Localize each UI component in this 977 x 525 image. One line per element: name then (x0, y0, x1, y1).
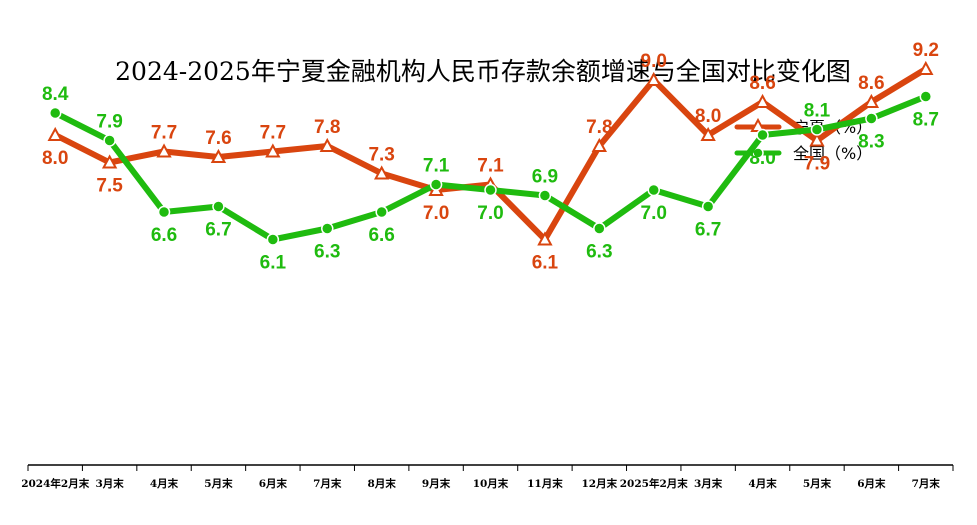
data-point (646, 71, 662, 86)
x-tick-label: 2025年2月末 (620, 477, 689, 490)
data-point (863, 93, 880, 108)
x-tick-label: 10月末 (473, 477, 509, 490)
x-tick-label: 7月末 (313, 477, 342, 490)
data-point (101, 154, 118, 169)
data-point (593, 222, 606, 235)
x-tick-label: 6月末 (259, 477, 288, 490)
data-point (375, 205, 388, 219)
data-label: 7.1 (423, 156, 450, 177)
data-point (48, 106, 62, 120)
data-label: 8.6 (858, 73, 884, 94)
x-axis: 2024年2月末 3月末 4月末 5月末 6月末 7月末 8月末 9月末 10月末 11月末 12月… (21, 464, 954, 490)
data-label: 8.4 (42, 84, 69, 105)
data-label: 8.0 (749, 148, 775, 169)
x-tick-label: 8月末 (368, 477, 397, 490)
data-point (537, 231, 553, 246)
data-point (647, 183, 660, 197)
data-label: 8.7 (913, 110, 939, 131)
data-point (865, 112, 878, 125)
data-label: 8.6 (749, 73, 775, 94)
data-point (210, 148, 227, 163)
legend-item-national: 全国（%） (734, 144, 872, 163)
data-label: 8.0 (42, 148, 68, 169)
data-label: 8.1 (804, 101, 831, 122)
data-label: 9.2 (913, 40, 939, 61)
data-point (47, 126, 63, 141)
legend-label-national: 全国（%） (793, 144, 872, 163)
x-tick-label: 11月末 (527, 477, 563, 490)
data-point (157, 205, 171, 219)
x-tick-label: 2024年2月末 (21, 477, 90, 490)
data-label: 6.7 (695, 220, 721, 241)
x-tick-label: 7月末 (912, 477, 941, 490)
data-label: 6.6 (151, 225, 177, 246)
data-point (538, 189, 552, 202)
data-point (212, 200, 225, 213)
data-label: 7.1 (477, 156, 504, 177)
chart-title: 2024-2025年宁夏金融机构人民币存款余额增速与全国对比变化图 (115, 57, 851, 86)
x-tick-label: 9月末 (422, 477, 451, 490)
data-point (700, 126, 716, 141)
data-label: 7.8 (314, 117, 340, 138)
data-point (103, 134, 116, 147)
x-tick-label: 6月末 (857, 477, 886, 490)
data-label: 7.7 (260, 123, 286, 144)
data-point (156, 143, 172, 158)
legend-marker-national (752, 147, 764, 159)
data-label: 6.3 (314, 242, 340, 263)
data-label: 7.6 (205, 128, 231, 149)
data-point (809, 132, 825, 147)
data-point (373, 165, 390, 180)
data-label: 6.9 (532, 167, 558, 188)
x-tick-label: 12月末 (582, 477, 618, 490)
data-label: 7.8 (586, 117, 612, 138)
data-point (484, 183, 497, 197)
x-tick-label: 5月末 (803, 477, 832, 490)
data-label: 7.0 (641, 203, 667, 224)
x-tick-label: 5月末 (204, 477, 233, 490)
data-label: 6.1 (260, 253, 287, 274)
data-label: 6.1 (532, 253, 559, 274)
data-point (810, 123, 824, 136)
data-label: 6.3 (586, 242, 612, 263)
x-tick-label: 3月末 (694, 477, 723, 490)
data-label: 7.9 (96, 112, 122, 133)
data-point (321, 222, 334, 235)
data-point (918, 60, 934, 75)
data-label: 7.7 (151, 123, 177, 144)
data-point (429, 178, 443, 191)
data-label: 8.0 (695, 106, 721, 127)
data-point (756, 128, 769, 142)
x-tick-label: 3月末 (95, 477, 124, 490)
data-point (319, 137, 335, 152)
data-label: 7.0 (477, 203, 503, 224)
data-point (591, 137, 608, 152)
data-label: 6.6 (368, 225, 394, 246)
data-point (265, 143, 281, 158)
series-national: 8.4 7.9 6.6 6.7 6.1 6.3 6.6 7.1 7.0 6.9 6.3 7.0 6.7 8… (42, 84, 939, 274)
data-point (754, 93, 771, 108)
x-tick-label: 4月末 (150, 477, 179, 490)
data-label: 7.0 (423, 203, 449, 224)
x-tick-label: 4月末 (748, 477, 777, 490)
data-label: 8.3 (858, 132, 884, 153)
data-point (266, 233, 280, 246)
data-label: 7.3 (368, 145, 394, 166)
data-label: 9.0 (641, 51, 667, 72)
data-point (701, 200, 715, 213)
data-label: 7.9 (804, 154, 830, 175)
plot-area: 8.07.57.7 7.6 7.7 7.87.37.07.16.17.89.08.08… (42, 40, 939, 274)
data-label: 7.5 (96, 176, 123, 197)
data-label: 6.7 (205, 220, 231, 241)
data-point (919, 90, 933, 103)
